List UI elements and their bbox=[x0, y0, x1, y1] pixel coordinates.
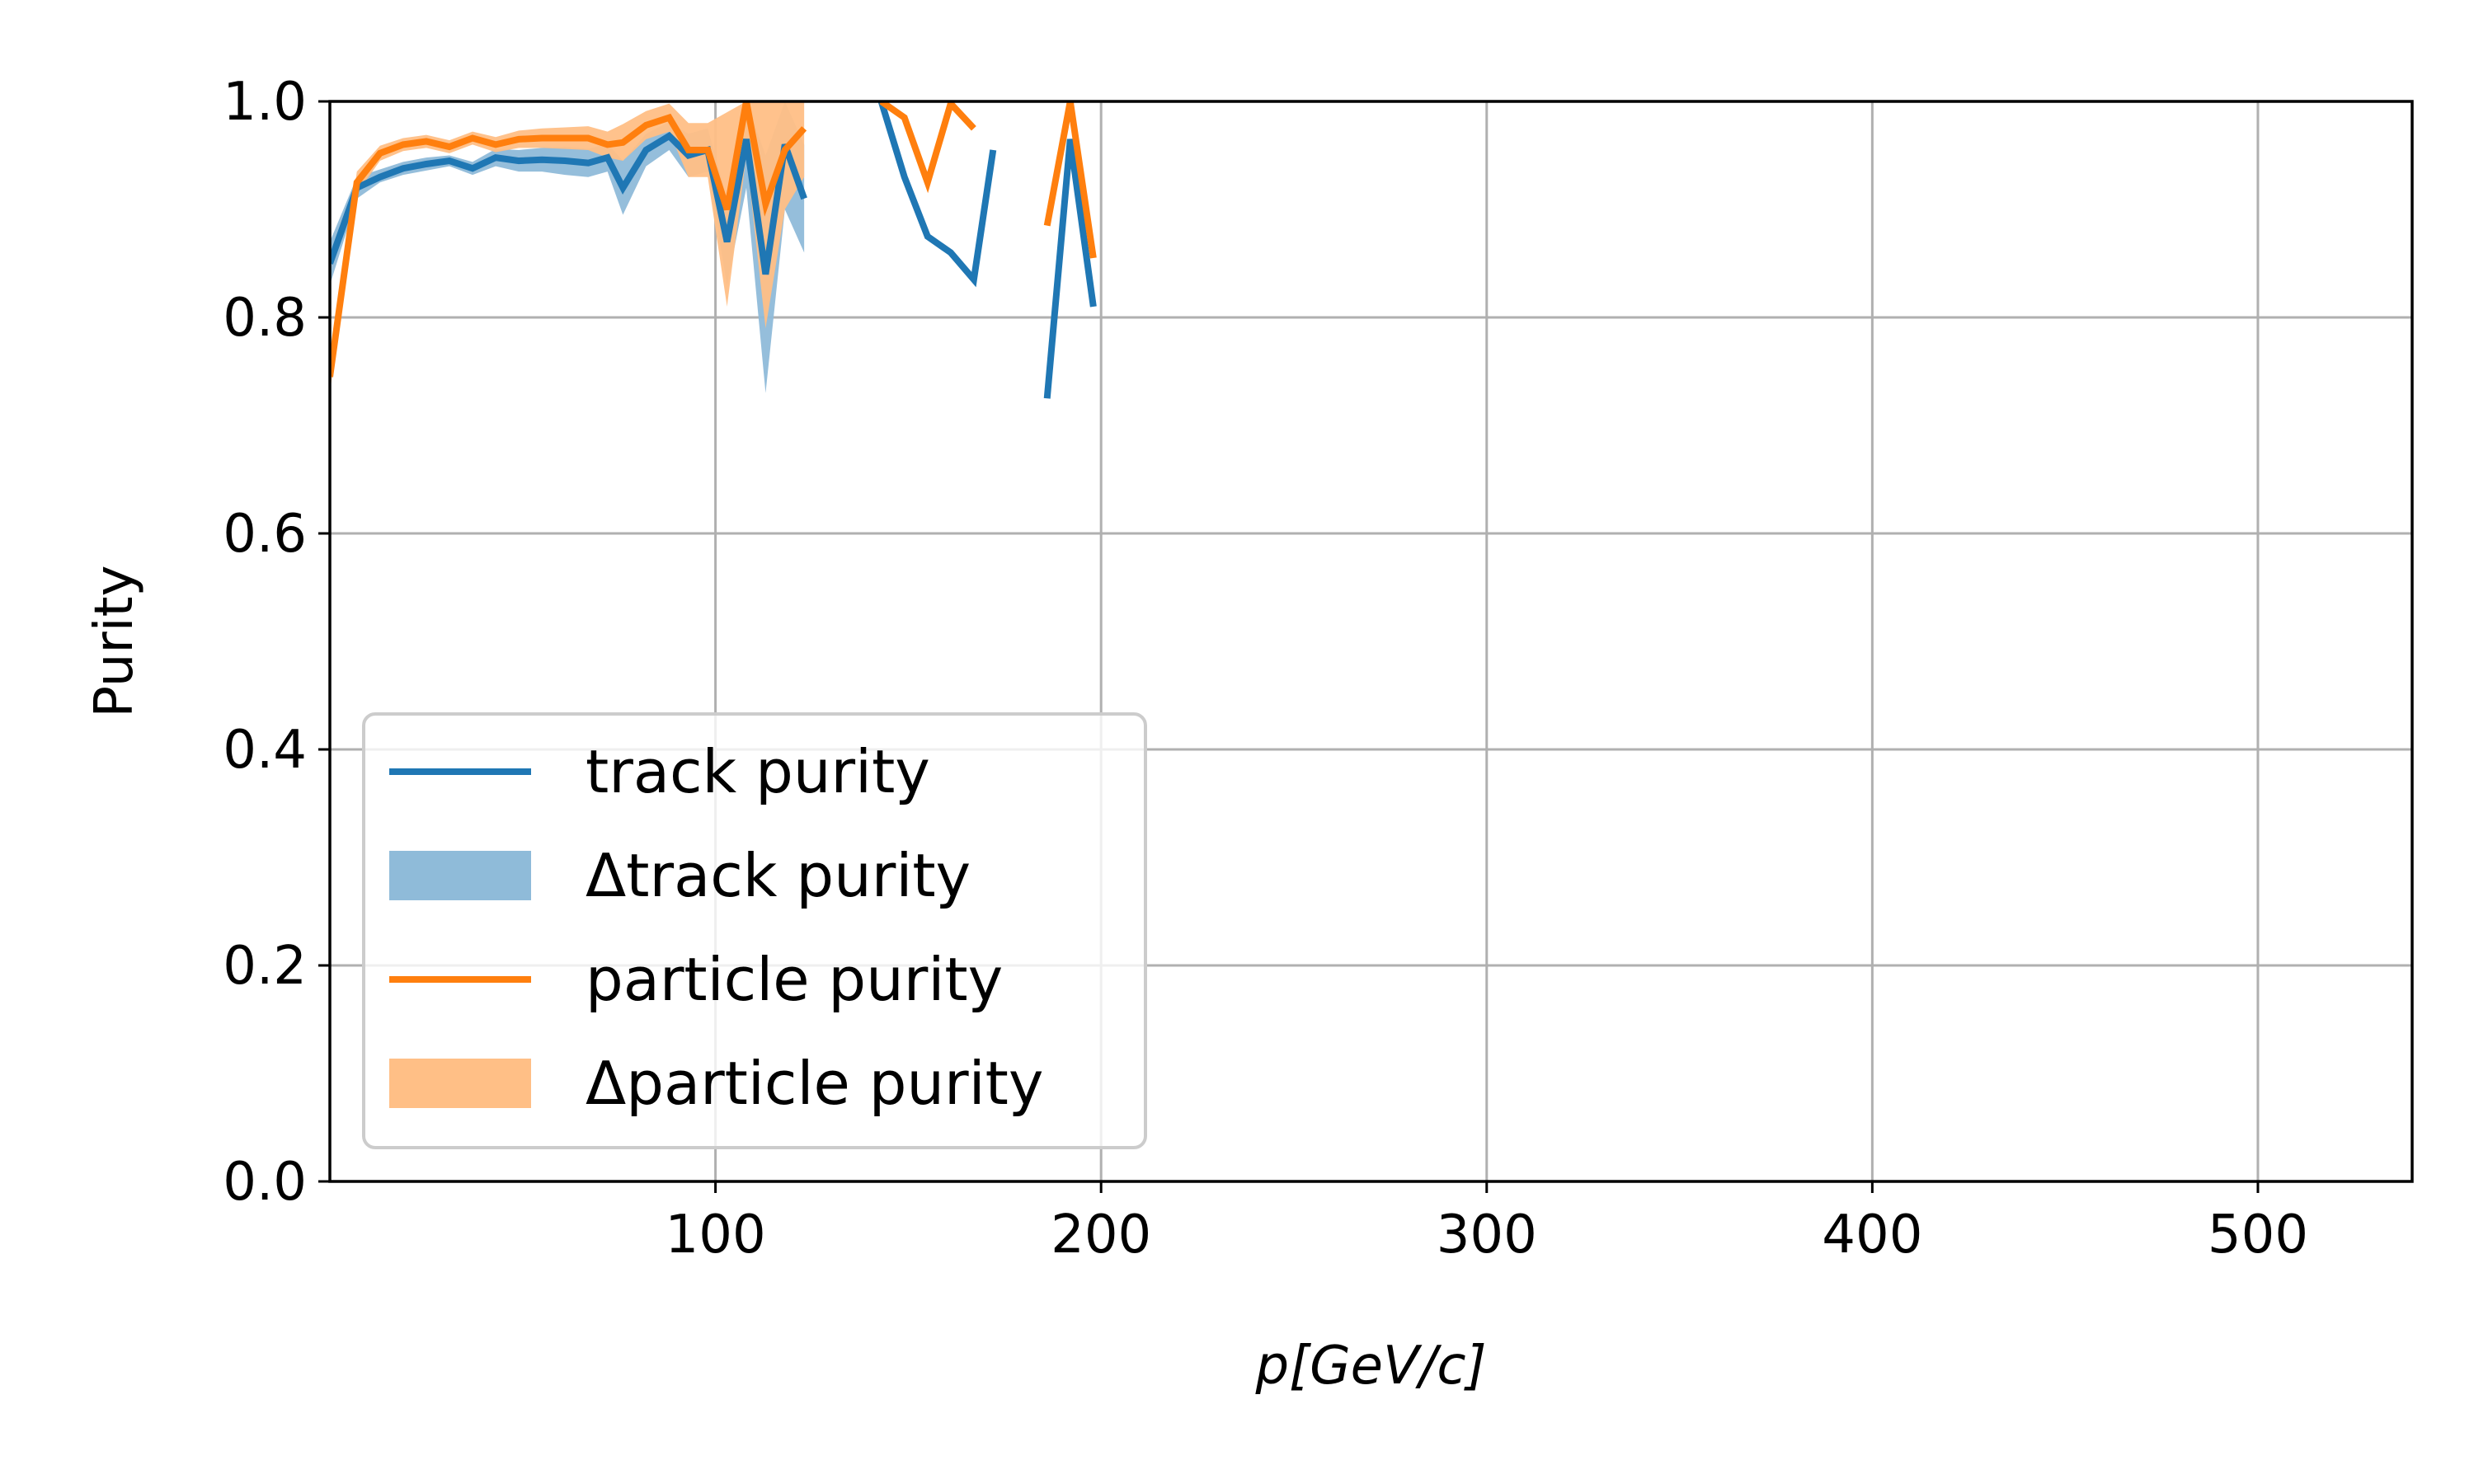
line-track bbox=[1043, 139, 1097, 399]
legend-label: particle purity bbox=[586, 945, 1003, 1014]
y-tick-label: 0.0 bbox=[223, 1152, 307, 1213]
y-tick-label: 0.6 bbox=[223, 504, 307, 565]
x-axis-ticks: 100 200 300 400 500 bbox=[666, 1181, 2308, 1266]
legend: track purity Δtrack purity particle purity… bbox=[362, 712, 1147, 1149]
y-tick-label: 0.8 bbox=[223, 288, 307, 349]
y-tick-label: 0.2 bbox=[223, 936, 307, 997]
plot-frame bbox=[328, 100, 2414, 1183]
line-track bbox=[330, 131, 807, 275]
line-track bbox=[877, 101, 997, 288]
y-tick-label: 0.4 bbox=[223, 720, 307, 781]
series-lines bbox=[330, 101, 1097, 399]
line-particle bbox=[879, 101, 976, 194]
legend-label: Δparticle purity bbox=[586, 1049, 1043, 1118]
y-tick-label: 1.0 bbox=[223, 72, 307, 133]
legend-patch-swatch bbox=[389, 851, 531, 900]
x-axis-label: p[GeV/c] bbox=[1254, 1336, 1486, 1397]
y-axis-label: Purity bbox=[84, 565, 145, 717]
line-particle bbox=[1043, 101, 1097, 259]
legend-label: Δtrack purity bbox=[586, 841, 971, 910]
legend-patch-swatch bbox=[389, 1059, 531, 1108]
x-tick-label: 200 bbox=[1051, 1205, 1151, 1266]
legend-box bbox=[362, 712, 1147, 1149]
band-particle bbox=[330, 101, 805, 393]
x-tick-label: 500 bbox=[2208, 1205, 2308, 1266]
x-tick-label: 300 bbox=[1437, 1205, 1537, 1266]
legend-label: track purity bbox=[586, 737, 930, 806]
line-particle bbox=[330, 101, 807, 378]
x-tick-label: 400 bbox=[1822, 1205, 1922, 1266]
y-axis-ticks: 0.0 0.2 0.4 0.6 0.8 1.0 bbox=[223, 72, 330, 1213]
x-tick-label: 100 bbox=[666, 1205, 766, 1266]
